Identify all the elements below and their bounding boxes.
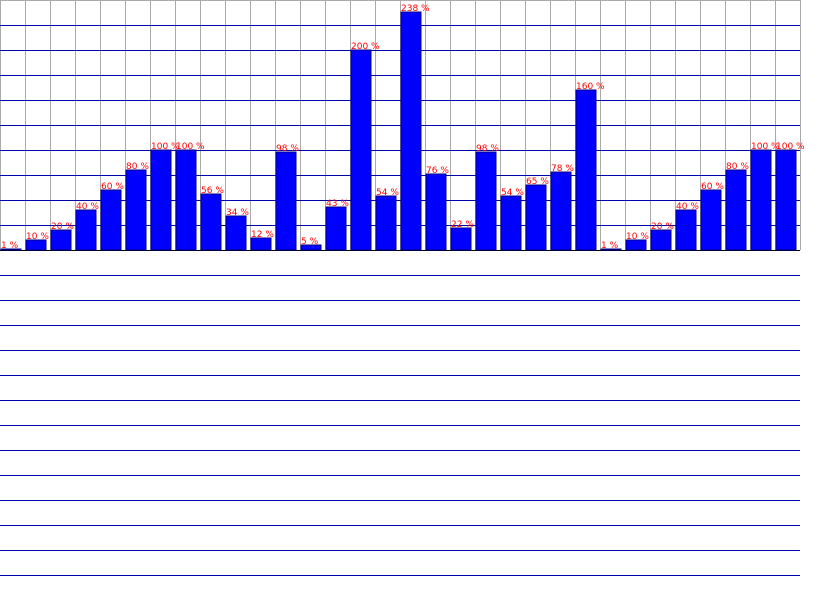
bar-value-label: 200 % (351, 42, 380, 52)
bar-value-label: 80 % (126, 162, 149, 172)
bar-value-label: 10 % (626, 232, 649, 242)
bar (475, 151, 497, 251)
bar-value-label: 22 % (451, 220, 474, 230)
bar-value-label: 1 % (1, 241, 19, 251)
bar-value-label: 43 % (326, 199, 349, 209)
bar (775, 149, 797, 251)
bar (575, 89, 597, 251)
bar-value-label: 54 % (376, 188, 399, 198)
bar-value-label: 20 % (51, 222, 74, 232)
bar-value-label: 1 % (601, 241, 619, 251)
bar-value-label: 40 % (676, 202, 699, 212)
bar-value-label: 10 % (26, 232, 49, 242)
bar-value-label: 20 % (651, 222, 674, 232)
bar-value-label: 12 % (251, 230, 274, 240)
bar (400, 11, 422, 251)
bar-value-label: 54 % (501, 188, 524, 198)
bar-value-label: 100 % (151, 142, 180, 152)
bar (625, 239, 647, 251)
bar (200, 193, 222, 251)
bar-value-label: 5 % (301, 237, 319, 247)
bar (700, 189, 722, 251)
bar (225, 215, 247, 251)
bar (100, 189, 122, 251)
bar-value-label: 60 % (101, 182, 124, 192)
bar-value-label: 100 % (751, 142, 780, 152)
bar-value-label: 98 % (276, 144, 299, 154)
bar (275, 151, 297, 251)
bar (450, 227, 472, 251)
bar (50, 229, 72, 251)
bar-value-label: 40 % (76, 202, 99, 212)
bar-value-label: 100 % (776, 142, 805, 152)
bar (175, 149, 197, 251)
bar-value-label: 65 % (526, 177, 549, 187)
bar (25, 239, 47, 251)
bar-value-label: 76 % (426, 166, 449, 176)
bar (725, 169, 747, 251)
bar-value-label: 80 % (726, 162, 749, 172)
bar (125, 169, 147, 251)
bar (0, 248, 22, 251)
bar-value-label: 98 % (476, 144, 499, 154)
bar (600, 248, 622, 251)
bar (750, 149, 772, 251)
bar (550, 171, 572, 251)
bar (525, 184, 547, 251)
bar-value-label: 160 % (576, 82, 605, 92)
bar-value-label: 56 % (201, 186, 224, 196)
bar (150, 149, 172, 251)
bar-value-label: 34 % (226, 208, 249, 218)
bar (425, 173, 447, 251)
bar (375, 195, 397, 251)
bar-value-label: 78 % (551, 164, 574, 174)
bar (675, 209, 697, 251)
bar (300, 244, 322, 251)
bar (500, 195, 522, 251)
bar (350, 49, 372, 251)
bar-value-label: 60 % (701, 182, 724, 192)
bar-value-label: 238 % (401, 4, 430, 14)
bar (650, 229, 672, 251)
bars (0, 11, 797, 251)
grid (0, 0, 801, 576)
bar (325, 206, 347, 251)
bar (250, 237, 272, 251)
bar-value-label: 100 % (176, 142, 205, 152)
bar (75, 209, 97, 251)
data-labels: 1 %10 %20 %40 %60 %80 %100 %100 %56 %34 … (1, 4, 805, 251)
